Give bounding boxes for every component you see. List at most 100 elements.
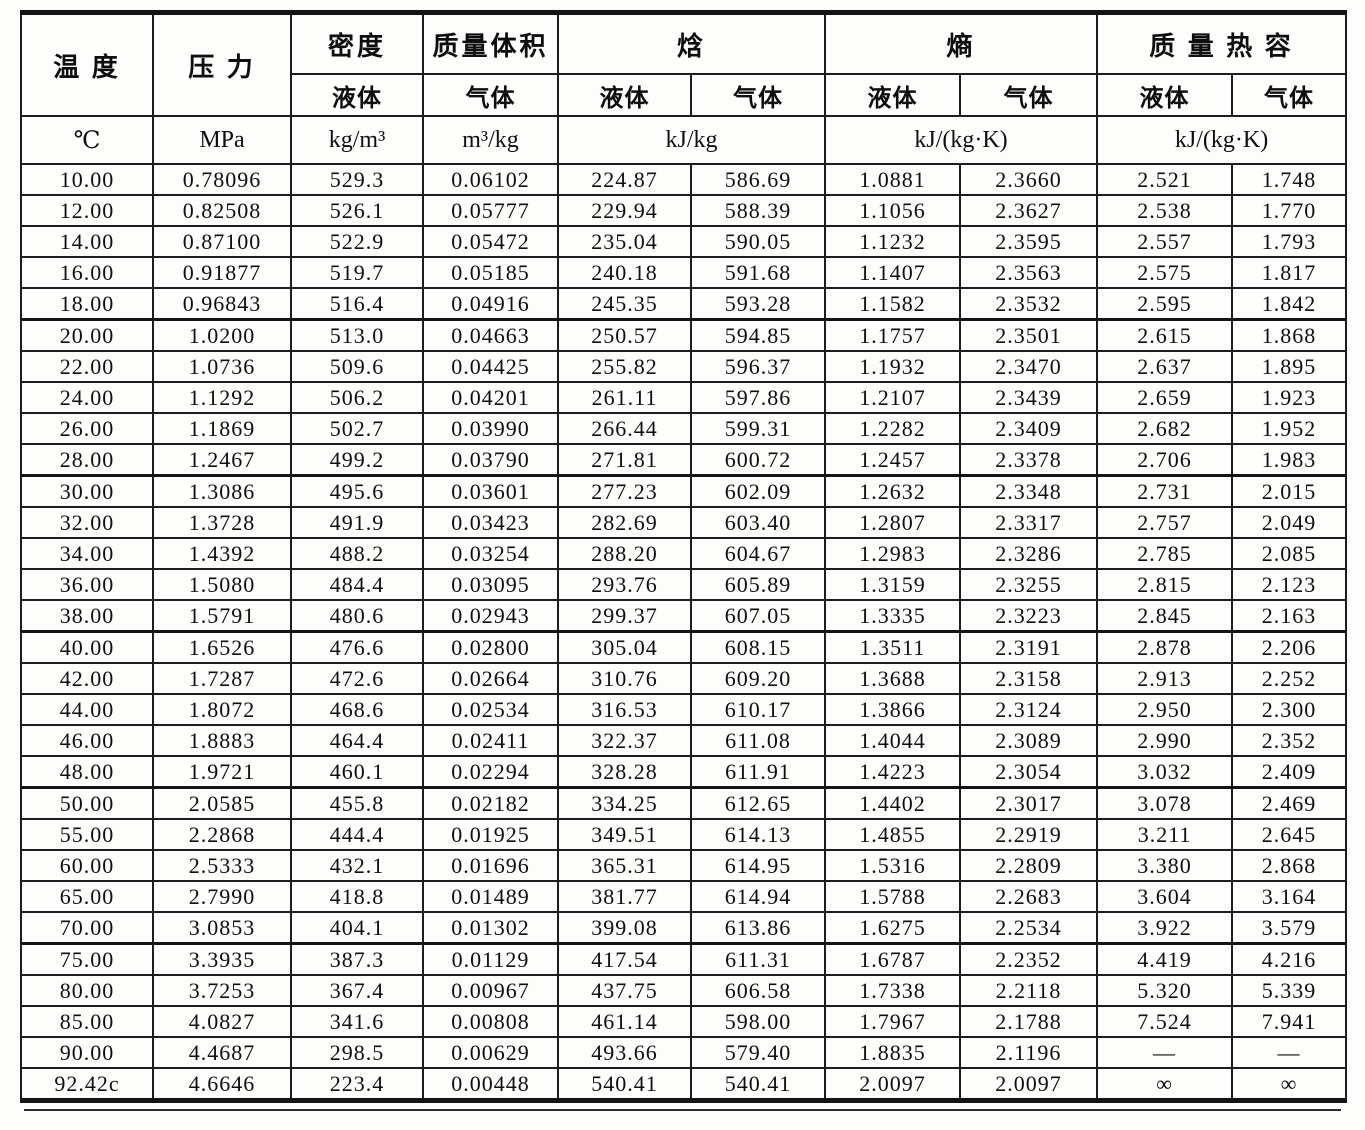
unit-specific-volume: m³/kg: [422, 115, 559, 165]
table-row: 26.00 1.1869 502.7 0.03990 266.44 599.31 1.228…: [20, 412, 1348, 445]
cell: 0.03254: [422, 537, 559, 570]
cell: 2.2352: [959, 942, 1099, 976]
subheader-entropy-gas: 气体: [959, 73, 1099, 117]
cell: 2.659: [1096, 381, 1234, 414]
cell: 1.5788: [824, 880, 962, 913]
cell: 4.216: [1231, 942, 1348, 976]
cell: 1.7967: [824, 1005, 962, 1038]
cell: 3.211: [1096, 818, 1234, 851]
cell: 602.09: [689, 474, 827, 508]
cell: 2.757: [1096, 506, 1234, 539]
cell: 404.1: [290, 911, 424, 945]
cell: 1.6275: [824, 911, 962, 945]
cell: 34.00: [20, 537, 154, 570]
table-row: 42.00 1.7287 472.6 0.02664 310.76 609.20 1.368…: [20, 662, 1348, 695]
cell: 612.65: [689, 786, 827, 820]
cell: 476.6: [290, 630, 424, 664]
cell: 2.575: [1096, 256, 1234, 289]
cell: 484.4: [290, 568, 424, 601]
table-row: 20.00 1.0200 513.0 0.04663 250.57 594.85 1.175…: [20, 318, 1348, 352]
cell: 432.1: [290, 849, 424, 882]
cell: 3.032: [1096, 755, 1234, 789]
cell: 0.96843: [152, 287, 292, 321]
cell: ∞: [1231, 1067, 1348, 1102]
cell: 2.7990: [152, 880, 292, 913]
cell: 60.00: [20, 849, 154, 882]
cell: 418.8: [290, 880, 424, 913]
cell: 600.72: [689, 443, 827, 477]
cell: 0.03790: [422, 443, 559, 477]
cell: 349.51: [557, 818, 692, 851]
cell: 1.1232: [824, 225, 962, 258]
table-row: 60.00 2.5333 432.1 0.01696 365.31 614.95 1.531…: [20, 849, 1348, 882]
cell: 38.00: [20, 599, 154, 633]
cell: 0.03423: [422, 506, 559, 539]
table-row: 14.00 0.87100 522.9 0.05472 235.04 590.05 1.12…: [20, 225, 1348, 258]
cell: 223.4: [290, 1067, 424, 1102]
subheader-heat-capacity-gas: 气体: [1231, 73, 1348, 117]
cell: 611.91: [689, 755, 827, 789]
cell: 0.01489: [422, 880, 559, 913]
cell: 0.91877: [152, 256, 292, 289]
cell: 0.03601: [422, 474, 559, 508]
cell: 526.1: [290, 194, 424, 227]
table-row: 44.00 1.8072 468.6 0.02534 316.53 610.17 1.386…: [20, 693, 1348, 726]
cell: 30.00: [20, 474, 154, 508]
cell: 519.7: [290, 256, 424, 289]
cell: 502.7: [290, 412, 424, 445]
cell: 7.524: [1096, 1005, 1234, 1038]
cell: 2.0585: [152, 786, 292, 820]
cell: 2.3595: [959, 225, 1099, 258]
cell: 367.4: [290, 974, 424, 1007]
cell: 2.2534: [959, 911, 1099, 945]
cell: 1.923: [1231, 381, 1348, 414]
cell: 65.00: [20, 880, 154, 913]
cell: 1.3511: [824, 630, 962, 664]
cell: 322.37: [557, 724, 692, 757]
cell: ∞: [1096, 1067, 1234, 1102]
cell: 488.2: [290, 537, 424, 570]
cell: 1.1582: [824, 287, 962, 321]
cell: 0.05472: [422, 225, 559, 258]
cell: 0.78096: [152, 163, 292, 196]
table-row: 46.00 1.8883 464.4 0.02411 322.37 611.08 1.404…: [20, 724, 1348, 757]
cell: 2.0097: [959, 1067, 1099, 1102]
cell: 1.4402: [824, 786, 962, 820]
cell: 2.3089: [959, 724, 1099, 757]
cell: 75.00: [20, 942, 154, 976]
cell: 3.3935: [152, 942, 292, 976]
cell: 614.13: [689, 818, 827, 851]
cell: 472.6: [290, 662, 424, 695]
cell: 2.3255: [959, 568, 1099, 601]
cell: 266.44: [557, 412, 692, 445]
cell: 1.4223: [824, 755, 962, 789]
cell: —: [1096, 1036, 1234, 1069]
cell: 2.645: [1231, 818, 1348, 851]
cell: 1.3086: [152, 474, 292, 508]
unit-entropy: kJ/(kg·K): [824, 115, 1099, 165]
cell: 1.5316: [824, 849, 962, 882]
cell: 293.76: [557, 568, 692, 601]
cell: 2.731: [1096, 474, 1234, 508]
cell: 5.339: [1231, 974, 1348, 1007]
cell: 1.0200: [152, 318, 292, 352]
cell: 1.1757: [824, 318, 962, 352]
cell: 1.1869: [152, 412, 292, 445]
cell: 224.87: [557, 163, 692, 196]
table-row: 70.00 3.0853 404.1 0.01302 399.08 613.86 1.627…: [20, 911, 1348, 945]
cell: 0.01302: [422, 911, 559, 945]
cell: 2.3660: [959, 163, 1099, 196]
cell: 0.03095: [422, 568, 559, 601]
subheader-volume-gas: 气体: [422, 73, 559, 117]
cell: 2.868: [1231, 849, 1348, 882]
table-row: 40.00 1.6526 476.6 0.02800 305.04 608.15 1.351…: [20, 630, 1348, 664]
cell: 417.54: [557, 942, 692, 976]
cell: 1.868: [1231, 318, 1348, 352]
cell: 606.58: [689, 974, 827, 1007]
cell: 334.25: [557, 786, 692, 820]
cell: 2.409: [1231, 755, 1348, 789]
cell: 0.05185: [422, 256, 559, 289]
cell: 1.0736: [152, 350, 292, 383]
cell: 5.320: [1096, 974, 1234, 1007]
